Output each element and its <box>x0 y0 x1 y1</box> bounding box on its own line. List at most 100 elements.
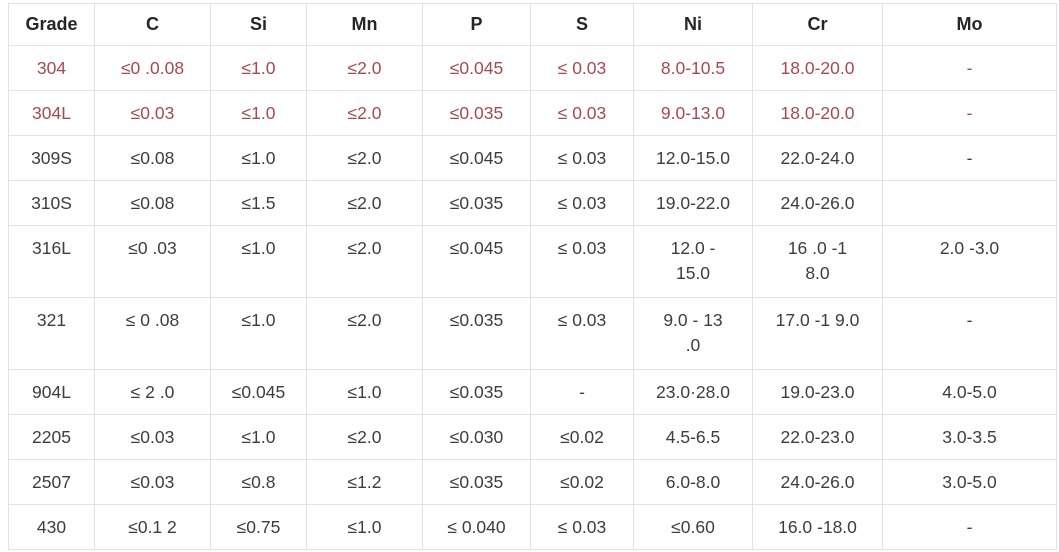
cell-si: ≤0.8 <box>210 459 307 505</box>
cell-si: ≤1.5 <box>210 180 307 226</box>
column-header-s: S <box>530 3 634 46</box>
table-row-304l: 304L ≤0.03 ≤1.0 ≤2.0 ≤0.035 ≤ 0.03 9.0-13.0 18.… <box>8 90 1057 136</box>
cell-c: ≤0.1 2 <box>94 504 211 550</box>
cell-cr: 24.0-26.0 <box>752 459 883 505</box>
cell-mn: ≤2.0 <box>306 135 423 181</box>
cell-si: ≤0.045 <box>210 369 307 415</box>
cell-si: ≤1.0 <box>210 45 307 91</box>
cell-cr: 22.0-24.0 <box>752 135 883 181</box>
cell-p: ≤ 0.040 <box>422 504 531 550</box>
cell-p: ≤0.035 <box>422 90 531 136</box>
table-row-2507: 2507 ≤0.03 ≤0.8 ≤1.2 ≤0.035 ≤0.02 6.0-8.0 24.0-… <box>8 459 1057 505</box>
cell-cr: 24.0-26.0 <box>752 180 883 226</box>
cell-mo: - <box>882 90 1057 136</box>
cell-ni: 4.5-6.5 <box>633 414 753 460</box>
cell-s: ≤ 0.03 <box>530 90 634 136</box>
cell-s: ≤0.02 <box>530 414 634 460</box>
cell-p: ≤0.030 <box>422 414 531 460</box>
cell-p: ≤0.035 <box>422 297 531 370</box>
cell-c: ≤0.08 <box>94 135 211 181</box>
column-header-mo: Mo <box>882 3 1057 46</box>
table-row-309s: 309S ≤0.08 ≤1.0 ≤2.0 ≤0.045 ≤ 0.03 12.0-15.0 22… <box>8 135 1057 181</box>
column-header-mn: Mn <box>306 3 423 46</box>
cell-mn: ≤1.0 <box>306 369 423 415</box>
composition-table-container: Grade C Si Mn P S Ni Cr Mo 304 ≤0 .0.08 ≤1… <box>8 3 1057 550</box>
column-header-cr: Cr <box>752 3 883 46</box>
cell-s: ≤ 0.03 <box>530 504 634 550</box>
cell-mn: ≤1.0 <box>306 504 423 550</box>
cell-si: ≤1.0 <box>210 90 307 136</box>
cell-mn: ≤2.0 <box>306 180 423 226</box>
cell-s: - <box>530 369 634 415</box>
grade-cell: 316L <box>8 225 95 298</box>
grade-cell: 904L <box>8 369 95 415</box>
grade-cell: 304 <box>8 45 95 91</box>
grade-cell: 2507 <box>8 459 95 505</box>
cell-mn: ≤2.0 <box>306 297 423 370</box>
cell-cr: 16.0 -18.0 <box>752 504 883 550</box>
grade-cell: 309S <box>8 135 95 181</box>
cell-ni: 12.0-15.0 <box>633 135 753 181</box>
cell-mo: - <box>882 504 1057 550</box>
table-row-321: 321 ≤ 0 .08 ≤1.0 ≤2.0 ≤0.035 ≤ 0.03 9.0 - 13 .… <box>8 297 1057 370</box>
cell-p: ≤0.045 <box>422 45 531 91</box>
column-header-grade: Grade <box>8 3 95 46</box>
cell-cr: 18.0-20.0 <box>752 90 883 136</box>
column-header-c: C <box>94 3 211 46</box>
cell-cr: 19.0-23.0 <box>752 369 883 415</box>
cell-mn: ≤2.0 <box>306 45 423 91</box>
cell-c: ≤ 2 .0 <box>94 369 211 415</box>
table-row-304: 304 ≤0 .0.08 ≤1.0 ≤2.0 ≤0.045 ≤ 0.03 8.0-10.5 1… <box>8 45 1057 91</box>
cell-s: ≤ 0.03 <box>530 135 634 181</box>
cell-ni: ≤0.60 <box>633 504 753 550</box>
cell-mo: - <box>882 45 1057 91</box>
cell-s: ≤ 0.03 <box>530 180 634 226</box>
cell-mo: 2.0 -3.0 <box>882 225 1057 298</box>
cell-si: ≤1.0 <box>210 225 307 298</box>
cell-cr: 16 .0 -1 8.0 <box>752 225 883 298</box>
cell-ni: 6.0-8.0 <box>633 459 753 505</box>
table-row-2205: 2205 ≤0.03 ≤1.0 ≤2.0 ≤0.030 ≤0.02 4.5-6.5 22.0-… <box>8 414 1057 460</box>
cell-si: ≤1.0 <box>210 414 307 460</box>
table-row-904l: 904L ≤ 2 .0 ≤0.045 ≤1.0 ≤0.035-23.0·28.0 19.0… <box>8 369 1057 415</box>
cell-ni: 9.0 - 13 .0 <box>633 297 753 370</box>
cell-s: ≤ 0.03 <box>530 45 634 91</box>
cell-p: ≤0.035 <box>422 369 531 415</box>
grade-cell: 310S <box>8 180 95 226</box>
cell-s: ≤0.02 <box>530 459 634 505</box>
cell-p: ≤0.035 <box>422 180 531 226</box>
cell-cr: 18.0-20.0 <box>752 45 883 91</box>
cell-ni: 9.0-13.0 <box>633 90 753 136</box>
cell-mn: ≤2.0 <box>306 414 423 460</box>
column-header-ni: Ni <box>633 3 753 46</box>
table-row-316l: 316L ≤0 .03 ≤1.0 ≤2.0 ≤0.045 ≤ 0.03 12.0 - 15.… <box>8 225 1057 298</box>
cell-ni: 23.0·28.0 <box>633 369 753 415</box>
cell-ni: 19.0-22.0 <box>633 180 753 226</box>
cell-mo: - <box>882 135 1057 181</box>
table-row-430: 430 ≤0.1 2 ≤0.75 ≤1.0 ≤ 0.040 ≤ 0.03 ≤0.60 16.0… <box>8 504 1057 550</box>
grade-cell: 430 <box>8 504 95 550</box>
cell-si: ≤1.0 <box>210 297 307 370</box>
cell-c: ≤0 .03 <box>94 225 211 298</box>
cell-si: ≤0.75 <box>210 504 307 550</box>
cell-c: ≤0.03 <box>94 459 211 505</box>
column-header-p: P <box>422 3 531 46</box>
header-row: Grade C Si Mn P S Ni Cr Mo <box>8 3 1057 46</box>
cell-mn: ≤1.2 <box>306 459 423 505</box>
cell-cr: 22.0-23.0 <box>752 414 883 460</box>
cell-cr: 17.0 -1 9.0 <box>752 297 883 370</box>
grade-cell: 304L <box>8 90 95 136</box>
cell-p: ≤0.045 <box>422 135 531 181</box>
cell-c: ≤ 0 .08 <box>94 297 211 370</box>
column-header-si: Si <box>210 3 307 46</box>
cell-mn: ≤2.0 <box>306 225 423 298</box>
cell-mo <box>882 180 1057 226</box>
cell-mo: - <box>882 297 1057 370</box>
cell-c: ≤0.03 <box>94 90 211 136</box>
cell-s: ≤ 0.03 <box>530 297 634 370</box>
cell-s: ≤ 0.03 <box>530 225 634 298</box>
cell-p: ≤0.035 <box>422 459 531 505</box>
cell-si: ≤1.0 <box>210 135 307 181</box>
steel-grade-composition-table: Grade C Si Mn P S Ni Cr Mo 304 ≤0 .0.08 ≤1… <box>8 3 1057 550</box>
grade-cell: 2205 <box>8 414 95 460</box>
